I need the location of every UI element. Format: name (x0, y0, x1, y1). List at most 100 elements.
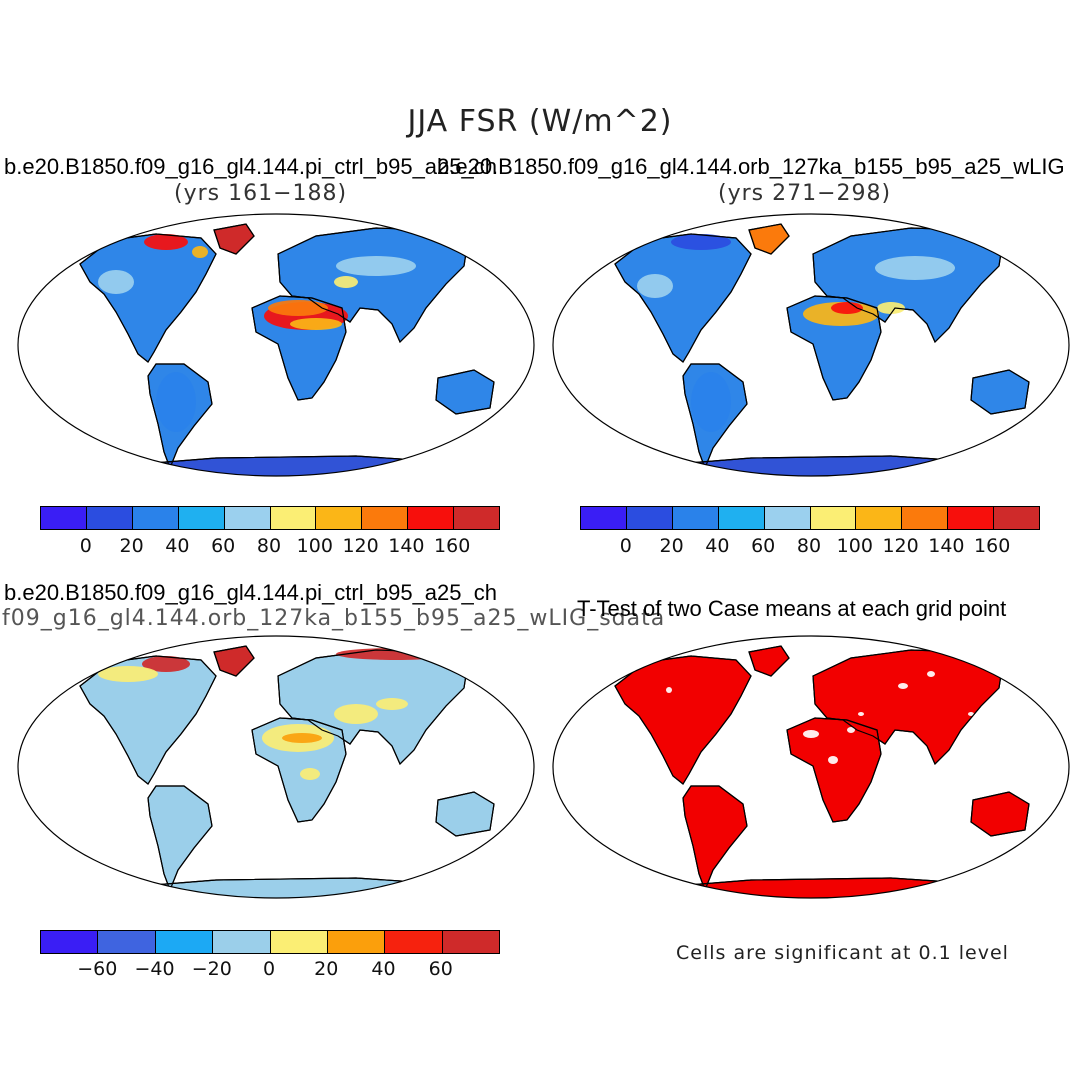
colorbar-swatch (224, 507, 271, 529)
colorbar-swatch (442, 931, 499, 953)
map-border (17, 635, 535, 899)
field-patch (637, 274, 673, 298)
coastline-samerica (147, 785, 213, 892)
colorbar-swatch (902, 507, 949, 529)
field-patch (691, 372, 731, 432)
coastline-africa (251, 295, 347, 401)
colorbar-swatch (41, 507, 87, 529)
map-border (552, 213, 1070, 477)
field-patch (290, 318, 342, 330)
colorbar-swatch (408, 507, 455, 529)
land-group (614, 645, 1030, 898)
colorbar-swatch (316, 507, 363, 529)
panel2-subtitle: (yrs 271−298) (718, 181, 892, 206)
coastline-africa (786, 295, 882, 401)
field-patch (877, 302, 905, 314)
field-patch (376, 698, 408, 710)
field-patch (334, 276, 358, 288)
panel2-colorbar-ticks: 0 20 40 60 80 100 120 140 160 (580, 535, 1038, 559)
colorbar-swatch (810, 507, 857, 529)
colorbar-tick-label: 60 (211, 535, 236, 557)
figure-title: JJA FSR (W/m^2) (407, 104, 673, 139)
panel4-title: T-Test of two Case means at each grid po… (577, 596, 1007, 621)
map-border (552, 635, 1070, 899)
field-patch (828, 756, 838, 764)
field-patch (156, 372, 196, 432)
panel1-subtitle: (yrs 161−188) (174, 181, 348, 206)
colorbar-swatch (178, 507, 225, 529)
coastline-namerica (614, 655, 752, 785)
colorbar-swatch (132, 507, 179, 529)
field-patch (300, 768, 320, 780)
colorbar-swatch (155, 931, 214, 953)
colorbar-swatch (362, 507, 409, 529)
coastline-namerica (614, 233, 752, 363)
field-patch (666, 687, 672, 693)
coastline-samerica (682, 785, 748, 892)
field-patch (927, 671, 935, 677)
field-patch (282, 733, 322, 743)
colorbar-swatch (626, 507, 673, 529)
coastline-africa (786, 717, 882, 823)
colorbar-tick-label: 20 (659, 535, 684, 557)
colorbar-tick-label: 120 (882, 535, 919, 557)
panel2-map (552, 213, 1070, 477)
colorbar-tick-label: −40 (134, 958, 175, 980)
field-patch (847, 727, 855, 733)
colorbar-swatch (718, 507, 765, 529)
colorbar-tick-label: 20 (314, 958, 339, 980)
colorbar-tick-label: 80 (256, 535, 282, 557)
colorbar-swatch (764, 507, 811, 529)
coastline-australia (970, 369, 1030, 415)
colorbar-swatch (213, 931, 271, 953)
coastline-australia (970, 791, 1030, 837)
coastline-australia (435, 369, 495, 415)
field-patch (144, 234, 188, 250)
field-patch (334, 704, 378, 724)
panel3-colorbar-ticks: −60 −40 −20 0 20 40 60 (40, 958, 498, 982)
coastline-namerica (79, 233, 217, 363)
colorbar-swatch (98, 931, 156, 953)
panel1-map (17, 213, 535, 477)
colorbar-tick-label: 20 (119, 535, 144, 557)
colorbar-tick-label: 140 (388, 535, 425, 557)
colorbar-tick-label: −60 (77, 958, 118, 980)
coastline-samerica (147, 363, 213, 470)
colorbar-tick-label: 60 (751, 535, 776, 557)
field-patch (858, 712, 864, 716)
colorbar-swatch (856, 507, 903, 529)
colorbar-tick-label: 100 (836, 535, 873, 557)
panel1-colorbar (40, 506, 500, 530)
field-patch (898, 683, 908, 689)
colorbar-tick-label: 120 (342, 535, 379, 557)
map-border (17, 213, 535, 477)
colorbar-swatch (327, 931, 386, 953)
field-patch (878, 771, 884, 777)
field-patch (671, 234, 731, 250)
coastline-namerica (79, 655, 217, 785)
colorbar-swatch (454, 507, 500, 529)
coastline-samerica (682, 363, 748, 470)
field-patch (192, 246, 208, 258)
field-patch (336, 648, 456, 660)
colorbar-tick-label: 160 (434, 535, 471, 557)
field-patch (142, 656, 190, 672)
panel3-subtitle: f09_g16_gl4.144.orb_127ka_b155_b95_a25_w… (2, 606, 666, 631)
land-group (79, 223, 495, 476)
panel4-map (552, 635, 1070, 899)
colorbar-tick-label: 140 (928, 535, 965, 557)
colorbar-tick-label: 40 (705, 535, 730, 557)
colorbar-tick-label: 80 (796, 535, 822, 557)
colorbar-swatch (385, 931, 443, 953)
coastline-greenland (213, 645, 255, 677)
field-patch (968, 712, 974, 716)
colorbar-tick-label: 0 (619, 535, 632, 557)
colorbar-swatch (270, 931, 328, 953)
colorbar-tick-label: 100 (296, 535, 333, 557)
field-patch (98, 270, 134, 294)
field-patch (831, 302, 863, 314)
field-patch (803, 730, 819, 738)
colorbar-tick-label: 60 (428, 958, 453, 980)
colorbar-tick-label: 0 (262, 958, 276, 980)
colorbar-swatch (994, 507, 1040, 529)
